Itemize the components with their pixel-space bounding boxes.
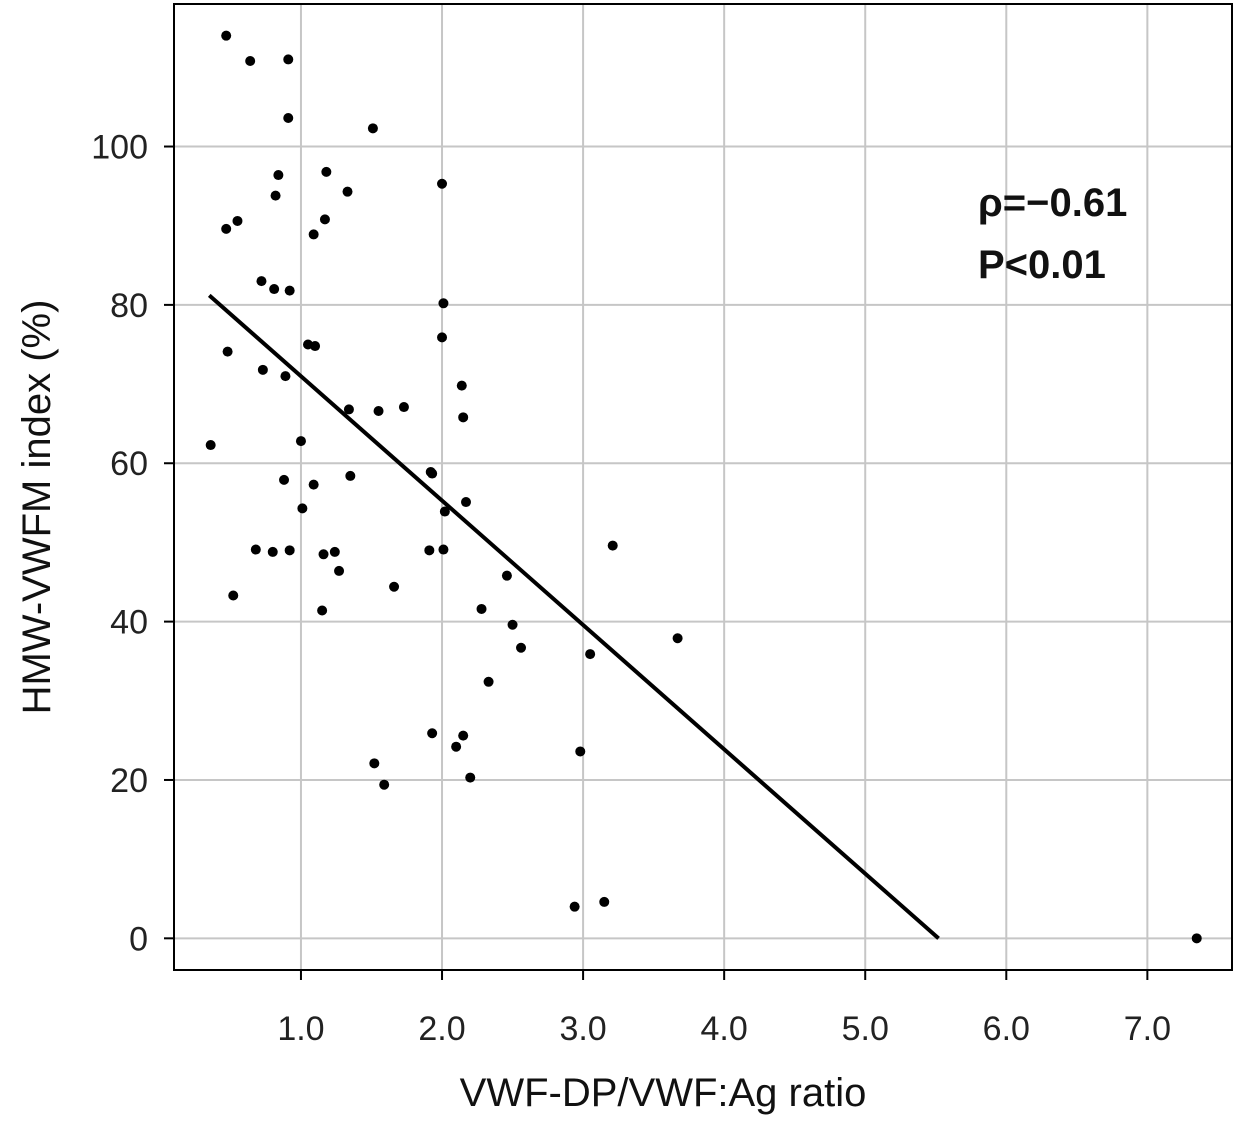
data-point bbox=[321, 166, 332, 177]
data-point bbox=[476, 603, 487, 614]
data-point bbox=[367, 123, 378, 134]
y-tick-label: 80 bbox=[110, 287, 148, 325]
data-point bbox=[569, 901, 580, 912]
y-tick-label: 100 bbox=[91, 129, 148, 167]
data-point bbox=[295, 436, 306, 447]
x-tick-label: 4.0 bbox=[701, 1010, 748, 1048]
data-point bbox=[379, 779, 390, 790]
data-point bbox=[599, 896, 610, 907]
data-point bbox=[585, 649, 596, 660]
data-point bbox=[456, 380, 467, 391]
data-point bbox=[458, 730, 469, 741]
data-point bbox=[483, 676, 494, 687]
data-point bbox=[283, 113, 294, 124]
data-point bbox=[221, 223, 232, 234]
data-point bbox=[672, 633, 683, 644]
data-point bbox=[345, 470, 356, 481]
data-point bbox=[273, 170, 284, 181]
data-point bbox=[205, 440, 216, 451]
x-tick-label: 2.0 bbox=[418, 1010, 465, 1048]
data-point bbox=[329, 546, 340, 557]
data-point bbox=[267, 546, 278, 557]
data-point bbox=[427, 728, 438, 739]
data-point bbox=[279, 474, 290, 485]
data-point bbox=[256, 276, 267, 287]
data-point bbox=[369, 758, 380, 769]
data-point bbox=[334, 565, 345, 576]
data-point bbox=[283, 54, 294, 65]
data-point bbox=[439, 506, 450, 517]
data-point bbox=[222, 346, 233, 357]
data-point bbox=[270, 190, 281, 201]
data-point bbox=[501, 570, 512, 581]
data-point bbox=[269, 284, 280, 295]
data-point bbox=[575, 746, 586, 757]
vertical-gridlines bbox=[299, 4, 1149, 970]
data-point bbox=[284, 545, 295, 556]
data-point bbox=[438, 544, 449, 555]
data-point bbox=[607, 540, 618, 551]
x-axis-title: VWF-DP/VWF:Ag ratio bbox=[460, 1071, 867, 1115]
y-tick-label: 40 bbox=[110, 604, 148, 642]
data-point bbox=[308, 229, 319, 240]
x-tick-label: 1.0 bbox=[277, 1010, 324, 1048]
data-point bbox=[228, 590, 239, 601]
data-point bbox=[232, 215, 243, 226]
x-tick-label: 3.0 bbox=[559, 1010, 606, 1048]
data-point bbox=[461, 497, 472, 508]
data-point bbox=[437, 178, 448, 189]
data-points bbox=[205, 30, 1202, 944]
y-tick-label: 60 bbox=[110, 445, 148, 483]
data-point bbox=[1191, 933, 1202, 944]
horizontal-gridlines bbox=[174, 145, 1232, 940]
data-point bbox=[465, 772, 476, 783]
correlation-annotation: ρ=−0.61 bbox=[978, 181, 1127, 225]
y-tick-labels: 0 20 40 60 80 100 bbox=[91, 129, 148, 959]
data-point bbox=[438, 298, 449, 309]
data-point bbox=[343, 404, 354, 415]
data-point bbox=[389, 581, 400, 592]
regression-line bbox=[207, 293, 940, 940]
x-tick-label: 6.0 bbox=[983, 1010, 1030, 1048]
data-point bbox=[458, 412, 469, 423]
y-tick-label: 20 bbox=[110, 762, 148, 800]
data-point bbox=[310, 341, 321, 352]
p-value-annotation: P<0.01 bbox=[978, 243, 1106, 287]
data-point bbox=[284, 285, 295, 296]
data-point bbox=[398, 402, 409, 413]
data-point bbox=[516, 642, 527, 653]
x-tick-labels: 1.0 2.0 3.0 4.0 5.0 6.0 7.0 bbox=[277, 1010, 1171, 1048]
data-point bbox=[427, 468, 438, 479]
x-tick-label: 7.0 bbox=[1124, 1010, 1171, 1048]
data-point bbox=[424, 545, 435, 556]
y-tick-label: 0 bbox=[129, 920, 148, 958]
x-tick-label: 5.0 bbox=[842, 1010, 889, 1048]
axis-ticks bbox=[164, 145, 1149, 980]
data-point bbox=[507, 619, 518, 630]
data-point bbox=[373, 405, 384, 416]
data-point bbox=[308, 479, 319, 490]
data-point bbox=[318, 549, 329, 560]
y-axis-title: HMW-VWFM index (%) bbox=[15, 300, 59, 715]
data-point bbox=[319, 214, 330, 225]
plot-frame bbox=[173, 3, 1233, 971]
data-point bbox=[257, 364, 268, 375]
data-point bbox=[221, 30, 232, 41]
data-point bbox=[437, 332, 448, 343]
data-point bbox=[451, 741, 462, 752]
data-point bbox=[280, 371, 291, 382]
data-point bbox=[317, 605, 328, 616]
data-point bbox=[250, 544, 261, 555]
data-point bbox=[342, 186, 353, 197]
data-point bbox=[245, 56, 256, 67]
data-point bbox=[297, 503, 308, 514]
